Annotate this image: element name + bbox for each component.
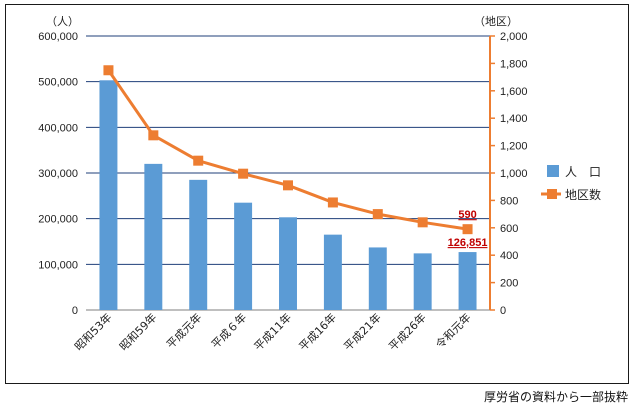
legend-swatch-population	[547, 165, 559, 177]
district-count-marker	[193, 155, 204, 166]
population-bar	[413, 253, 432, 310]
data-label: 126,851	[448, 237, 488, 249]
y-right-tick-label: 1,800	[500, 58, 528, 70]
combo-chart: 0 100,000 200,000 300,000 400,000 500,000 600,…	[38, 15, 601, 353]
district-count-marker	[327, 197, 338, 208]
x-category-label: 昭和59年	[116, 310, 159, 353]
x-category-label: 平成６年	[208, 310, 249, 351]
y-right-tick-label: 800	[500, 195, 518, 207]
y-right-tick-label: 400	[500, 250, 518, 262]
y-right-tick-label: 2,000	[500, 31, 528, 43]
y-left-tick-label: 0	[72, 305, 78, 317]
y-right-tick-label: 1,200	[500, 141, 528, 153]
x-category-label: 令和元年	[433, 310, 474, 351]
x-category-label: 平成26年	[386, 310, 429, 353]
population-bar	[144, 163, 163, 310]
population-bar	[189, 179, 208, 310]
y-right-tick-label: 1,400	[500, 113, 528, 125]
y-left-tick-label: 400,000	[38, 122, 78, 134]
y-left-tick-label: 600,000	[38, 31, 78, 43]
data-label: 590	[458, 209, 476, 221]
population-bar	[368, 247, 387, 310]
district-count-marker	[372, 209, 383, 220]
population-bar	[458, 252, 477, 310]
district-count-marker	[103, 65, 114, 76]
y-right-tick-label: 0	[500, 305, 506, 317]
population-bar	[234, 202, 253, 310]
population-bar	[323, 234, 342, 310]
y-left-tick-label: 300,000	[38, 168, 78, 180]
y-right-unit-label: （地区）	[474, 15, 518, 28]
district-count-marker	[283, 180, 293, 191]
population-bar	[279, 217, 297, 310]
y-right-tick-label: 600	[500, 223, 518, 235]
legend-label-population: 人 口	[565, 165, 601, 179]
y-left-tick-label: 100,000	[38, 259, 78, 271]
district-count-marker	[417, 217, 428, 228]
population-bar	[99, 80, 118, 311]
source-note: 厚労省の資料から一部抜粋	[483, 390, 628, 404]
district-count-marker	[148, 130, 159, 141]
x-category-label: 平成21年	[341, 310, 384, 353]
district-count-marker	[238, 168, 249, 179]
y-right-tick-label: 1,000	[500, 168, 528, 180]
y-left-tick-label: 200,000	[38, 214, 78, 226]
y-left-tick-label: 500,000	[38, 77, 78, 89]
y-left-unit-label: （人）	[46, 15, 79, 28]
y-right-tick-label: 200	[500, 278, 518, 290]
x-category-label: 平成元年	[163, 310, 204, 351]
x-category-label: 平成16年	[296, 310, 339, 353]
legend-marker-district	[547, 189, 557, 199]
chart-frame: 0 100,000 200,000 300,000 400,000 500,000 600,…	[5, 4, 629, 384]
x-category-label: 平成11年	[251, 310, 294, 353]
legend-label-district: 地区数	[565, 187, 601, 202]
district-count-marker	[462, 224, 473, 235]
y-right-tick-label: 1,600	[500, 86, 528, 98]
